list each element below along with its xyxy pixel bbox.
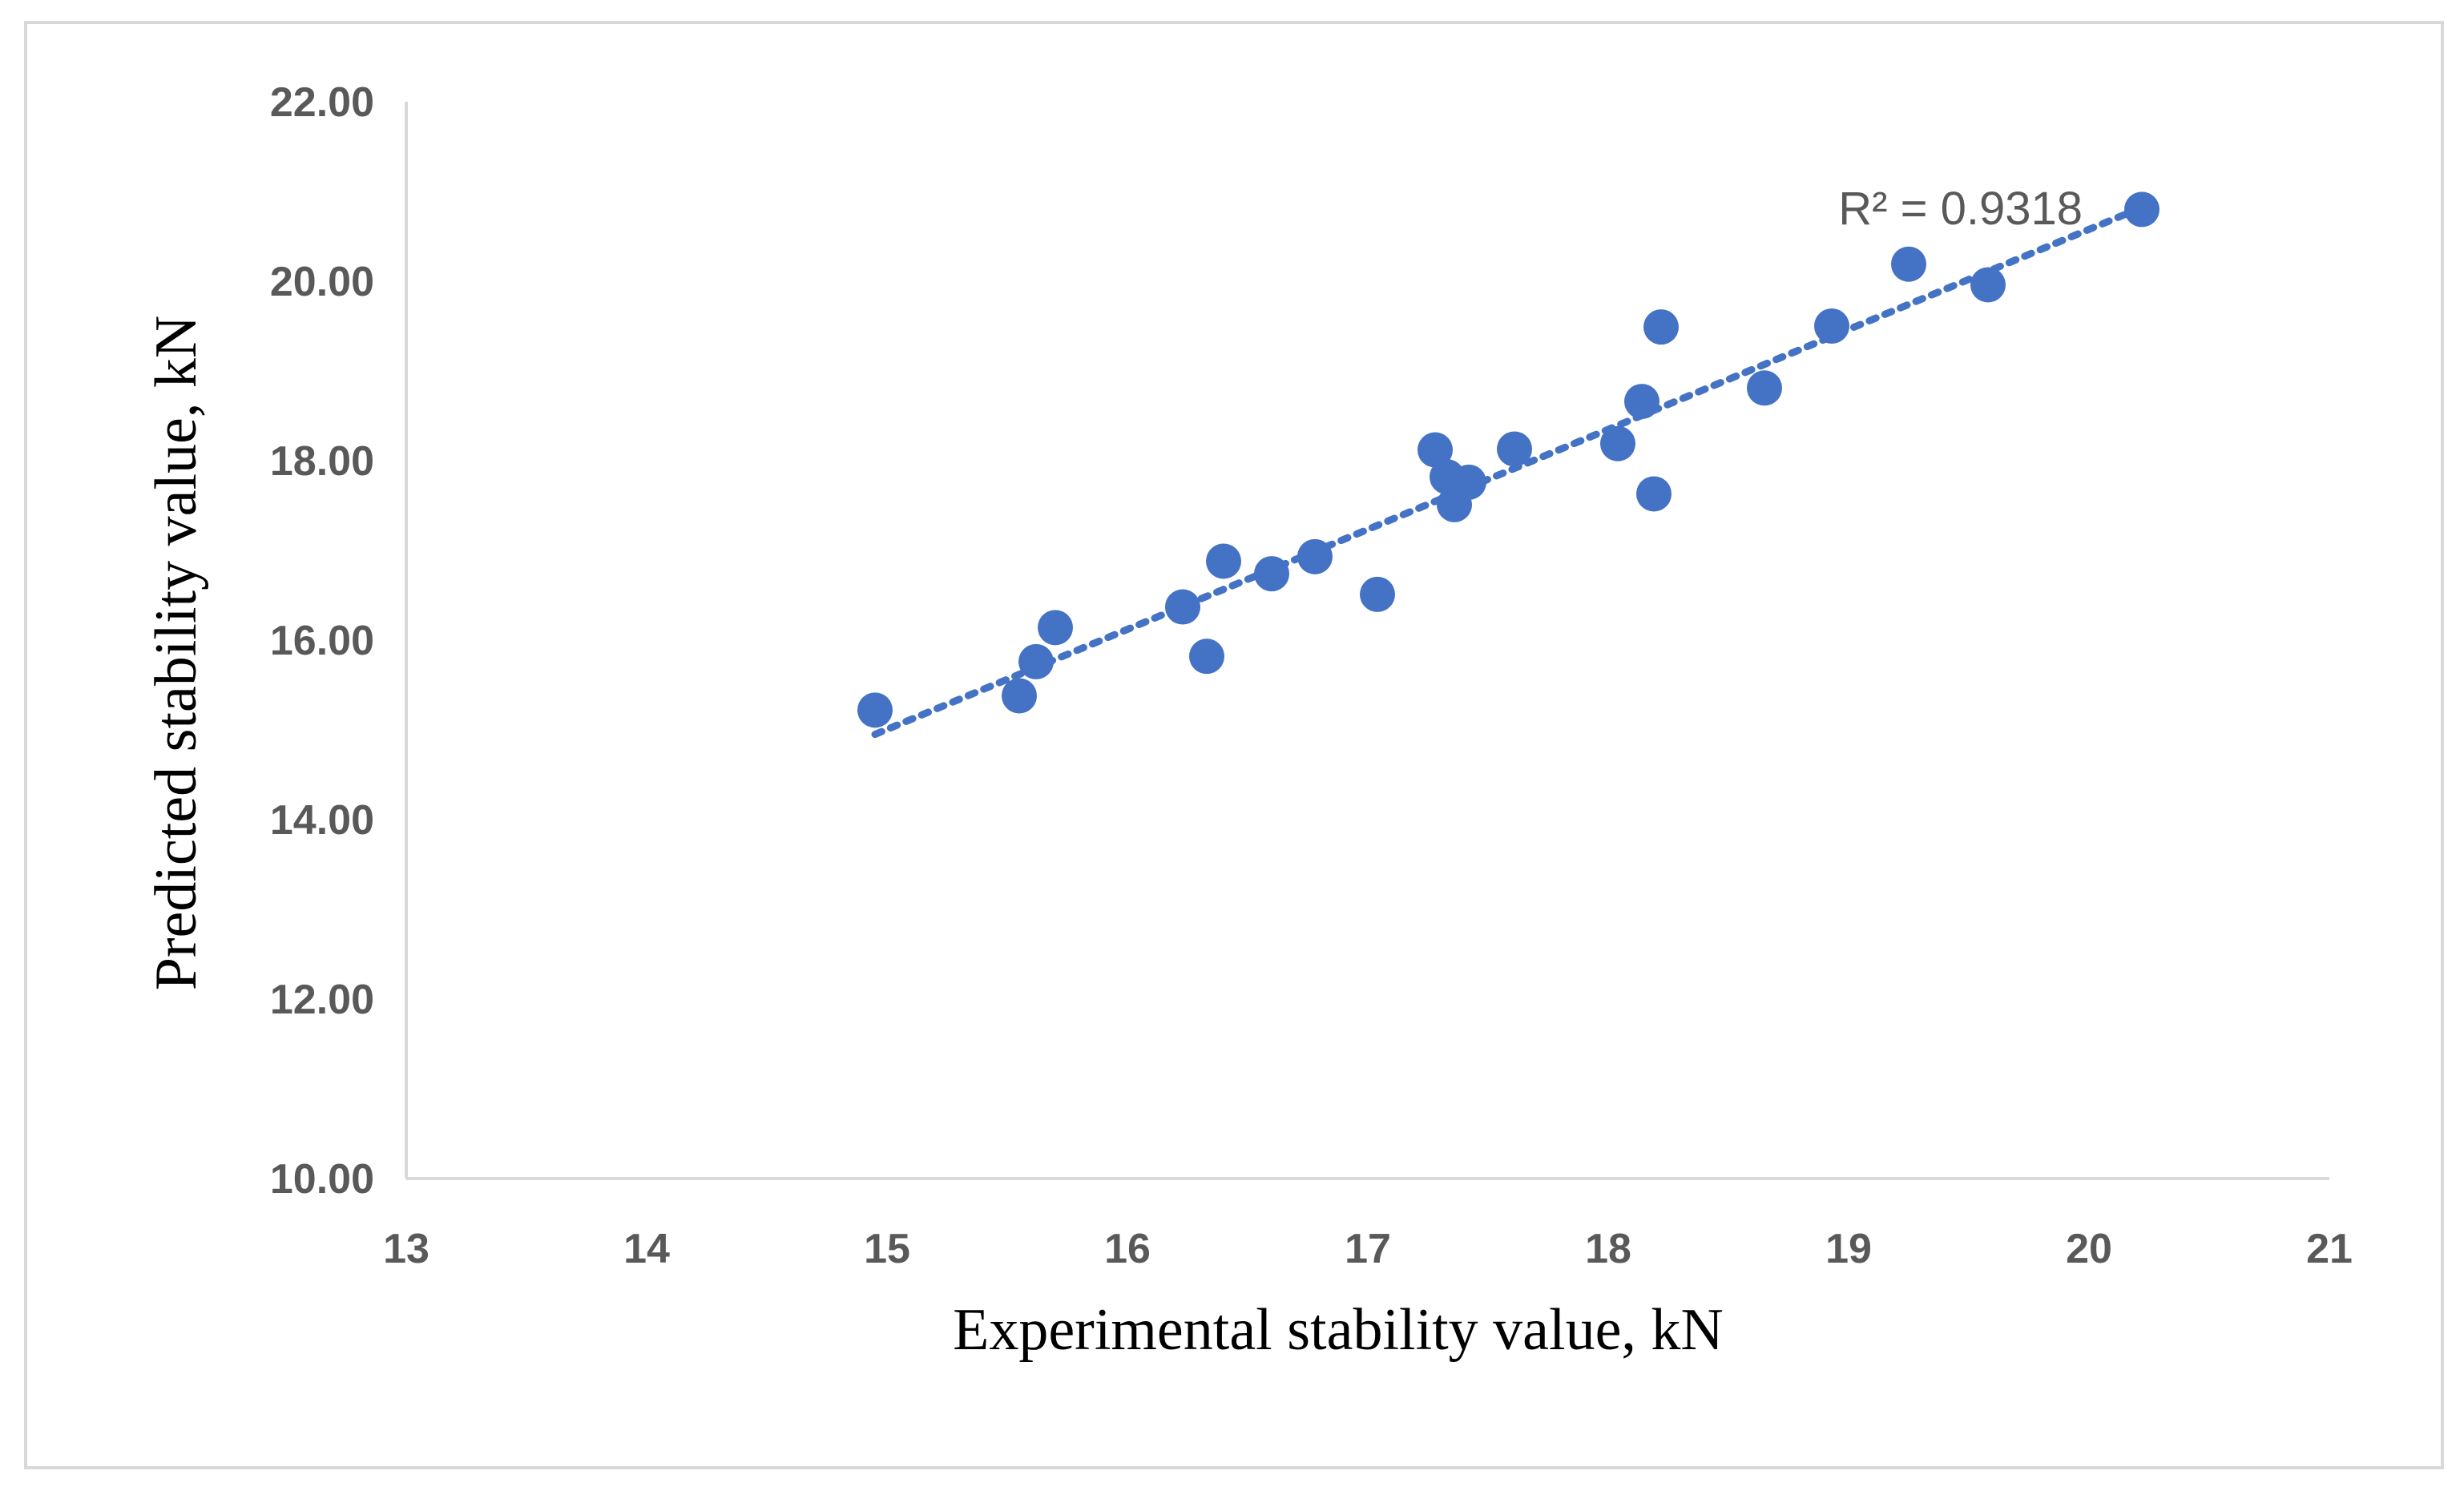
- data-point: [1624, 384, 1659, 420]
- data-point: [1018, 643, 1054, 679]
- x-tick-label: 15: [864, 1226, 910, 1272]
- data-point: [1814, 308, 1849, 344]
- data-point: [1165, 589, 1200, 625]
- x-tick-label: 14: [623, 1226, 670, 1272]
- data-point: [1600, 425, 1635, 461]
- trendline-layer: [871, 205, 2141, 739]
- x-tick-label: 18: [1585, 1226, 1631, 1272]
- y-tick-label: 16.00: [270, 618, 374, 664]
- data-point: [1254, 556, 1289, 592]
- x-tick-label: 21: [2306, 1226, 2353, 1272]
- data-points: [857, 191, 2160, 728]
- data-point: [1418, 432, 1453, 468]
- x-tick-label: 20: [2066, 1226, 2112, 1272]
- data-point: [857, 692, 893, 728]
- data-point: [1451, 464, 1486, 500]
- axes: [405, 102, 2329, 1180]
- y-tick-label: 22.00: [270, 79, 374, 126]
- y-tick-label: 20.00: [270, 259, 374, 305]
- data-point: [1206, 543, 1241, 579]
- y-axis-title: Predicted stability value, kN: [143, 316, 209, 991]
- data-point: [1002, 678, 1037, 714]
- data-point: [1643, 309, 1679, 345]
- x-tick-label: 19: [1825, 1226, 1872, 1272]
- y-tick-label: 12.00: [270, 977, 374, 1023]
- trendline: [871, 205, 2141, 739]
- data-point: [1891, 246, 1926, 282]
- tick-labels: 13 14 15 16 17 18 19 20 21 10.00 12.00 14.00 16.00 18…: [270, 79, 2353, 1272]
- r-squared-annotation: R² = 0.9318: [1838, 183, 2083, 235]
- data-point: [1497, 431, 1532, 467]
- x-tick-label: 17: [1345, 1226, 1391, 1272]
- y-tick-label: 18.00: [270, 438, 374, 485]
- data-point: [1360, 576, 1395, 612]
- data-point: [1970, 267, 2006, 303]
- x-tick-label: 16: [1104, 1226, 1151, 1272]
- y-tick-label: 10.00: [270, 1156, 374, 1203]
- data-point: [1636, 476, 1672, 512]
- x-axis-title: Experimental stability value, kN: [953, 1297, 1724, 1363]
- data-point: [1038, 610, 1073, 646]
- scatter-chart: 13 14 15 16 17 18 19 20 21 10.00 12.00 14.00 16.00 18…: [143, 79, 2353, 1363]
- data-point: [1747, 370, 1782, 406]
- data-point: [1189, 639, 1224, 675]
- data-point: [1297, 538, 1333, 574]
- data-point: [2124, 191, 2160, 228]
- chart-frame: 13 14 15 16 17 18 19 20 21 10.00 12.00 14.00 16.00 18…: [24, 21, 2444, 1469]
- y-tick-label: 14.00: [270, 797, 374, 844]
- x-tick-label: 13: [383, 1226, 429, 1272]
